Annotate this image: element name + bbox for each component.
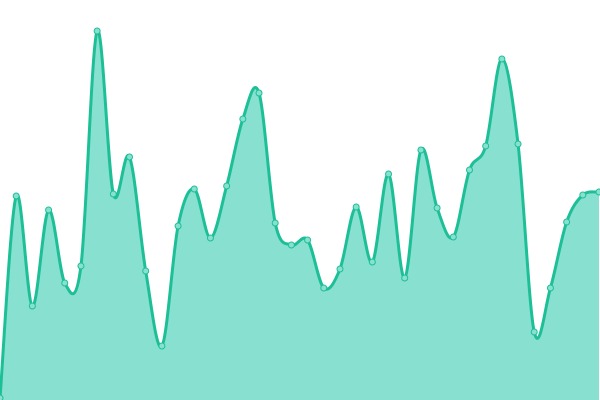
data-point-19 <box>304 236 312 244</box>
data-point-6 <box>93 27 101 35</box>
data-point-7 <box>109 190 117 198</box>
data-point-26 <box>417 146 425 154</box>
data-point-9 <box>142 267 150 275</box>
data-point-22 <box>352 203 360 211</box>
data-point-36 <box>579 191 587 199</box>
data-point-23 <box>368 258 376 266</box>
data-point-30 <box>482 142 490 150</box>
data-point-27 <box>433 204 441 212</box>
data-point-5 <box>77 262 85 270</box>
data-point-35 <box>563 218 571 226</box>
data-point-8 <box>126 153 134 161</box>
data-point-16 <box>255 89 263 97</box>
data-point-18 <box>287 241 295 249</box>
data-point-37 <box>595 188 600 196</box>
data-point-12 <box>190 185 198 193</box>
data-point-4 <box>61 279 69 287</box>
data-point-34 <box>546 284 554 292</box>
area-fill <box>0 30 599 400</box>
data-points <box>0 27 600 400</box>
data-point-33 <box>530 328 538 336</box>
data-point-2 <box>28 302 36 310</box>
data-point-24 <box>385 170 393 178</box>
data-point-17 <box>271 219 279 227</box>
data-point-32 <box>514 140 522 148</box>
data-point-21 <box>336 265 344 273</box>
data-point-20 <box>320 284 328 292</box>
data-point-28 <box>449 233 457 241</box>
data-point-11 <box>174 222 182 230</box>
data-point-1 <box>12 192 20 200</box>
data-point-25 <box>401 274 409 282</box>
data-point-10 <box>158 342 166 350</box>
data-point-31 <box>498 55 506 63</box>
data-point-14 <box>223 182 231 190</box>
data-point-3 <box>45 206 53 214</box>
data-point-15 <box>239 115 247 123</box>
data-point-29 <box>465 166 473 174</box>
data-point-13 <box>206 234 214 242</box>
series-line <box>0 29 600 399</box>
data-point-0 <box>0 394 4 400</box>
